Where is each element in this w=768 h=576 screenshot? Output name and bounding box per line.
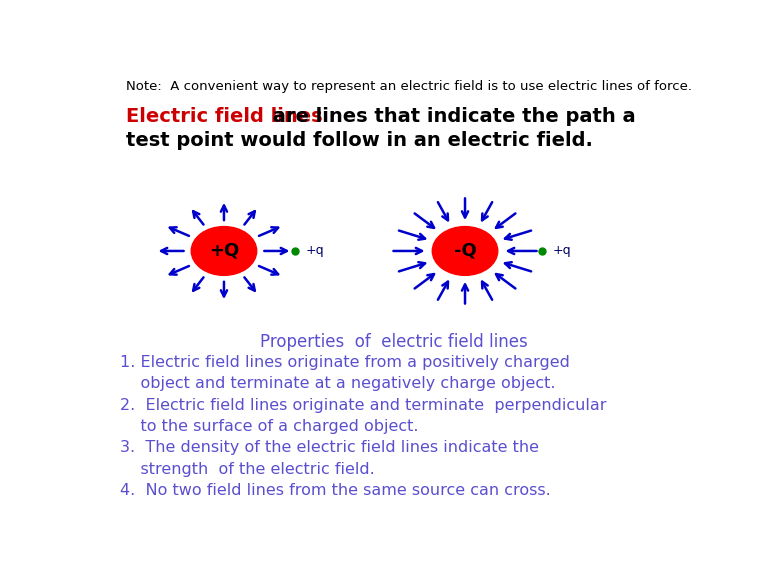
Text: strength  of the electric field.: strength of the electric field. [120, 461, 375, 476]
Text: Note:  A convenient way to represent an electric field is to use electric lines : Note: A convenient way to represent an e… [126, 80, 692, 93]
Text: 3.  The density of the electric field lines indicate the: 3. The density of the electric field lin… [120, 440, 539, 456]
Text: are lines that indicate the path a: are lines that indicate the path a [266, 107, 635, 126]
Text: +Q: +Q [209, 242, 239, 260]
Text: 2.  Electric field lines originate and terminate  perpendicular: 2. Electric field lines originate and te… [120, 398, 606, 413]
Text: to the surface of a charged object.: to the surface of a charged object. [120, 419, 419, 434]
Text: +q: +q [306, 244, 325, 257]
Text: 4.  No two field lines from the same source can cross.: 4. No two field lines from the same sour… [120, 483, 551, 498]
Circle shape [191, 226, 257, 275]
Text: 1. Electric field lines originate from a positively charged: 1. Electric field lines originate from a… [120, 355, 570, 370]
Text: object and terminate at a negatively charge object.: object and terminate at a negatively cha… [120, 377, 555, 392]
Circle shape [432, 226, 498, 275]
Text: -Q: -Q [454, 242, 476, 260]
Text: +q: +q [553, 244, 571, 257]
Text: test point would follow in an electric field.: test point would follow in an electric f… [126, 131, 593, 150]
Text: Electric field lines: Electric field lines [126, 107, 323, 126]
Text: Properties  of  electric field lines: Properties of electric field lines [260, 333, 528, 351]
